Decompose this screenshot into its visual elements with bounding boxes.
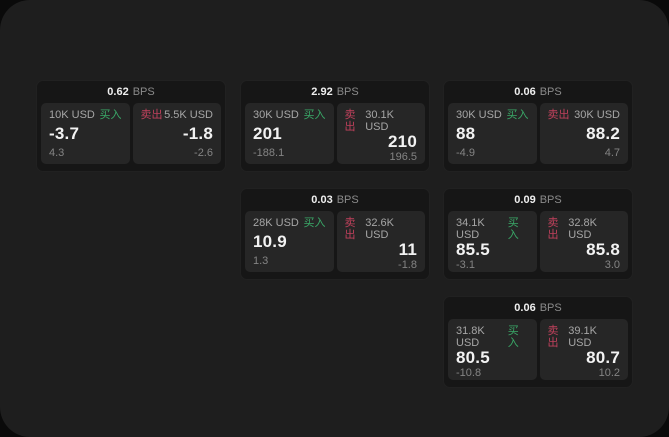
card-body: 30K USD 买入 88 -4.9 卖出 30K USD 88.2 4.7 <box>444 103 632 168</box>
buy-price: 88 <box>456 124 476 143</box>
bps-card: 0.62 BPS 10K USD 买入 -3.7 4.3 卖出 5.5K USD… <box>36 80 226 172</box>
sell-amount: 5.5K USD <box>164 109 213 121</box>
sell-delta: 10.2 <box>598 367 620 379</box>
bps-card: 0.03 BPS 28K USD 买入 10.9 1.3 卖出 32.6K US… <box>240 188 430 280</box>
sell-delta: 4.7 <box>604 147 620 159</box>
sell-amount: 39.1K USD <box>568 325 597 349</box>
bps-value: 0.09 <box>514 194 536 206</box>
buy-delta: 1.3 <box>253 255 269 267</box>
sell-delta: 196.5 <box>389 151 417 163</box>
sell-label: 卖出 <box>344 109 356 133</box>
card-header: 2.92 BPS <box>241 81 429 103</box>
buy-panel[interactable]: 34.1K USD 买入 85.5 -3.1 <box>448 211 537 272</box>
buy-panel[interactable]: 31.8K USD 买入 80.5 -10.8 <box>448 319 537 380</box>
sell-label: 卖出 <box>547 217 559 241</box>
bps-card: 0.06 BPS 31.8K USD 买入 80.5 -10.8 卖出 39.1… <box>443 296 633 388</box>
sell-delta: 3.0 <box>604 259 620 271</box>
bps-unit-label: BPS <box>539 194 562 206</box>
buy-label: 买入 <box>303 217 326 229</box>
buy-panel[interactable]: 28K USD 买入 10.9 1.3 <box>245 211 334 272</box>
buy-delta: -188.1 <box>253 147 285 159</box>
card-header: 0.62 BPS <box>37 81 225 103</box>
buy-amount: 28K USD <box>253 217 299 229</box>
buy-delta: -4.9 <box>456 147 475 159</box>
buy-panel[interactable]: 30K USD 买入 201 -188.1 <box>245 103 334 164</box>
buy-amount: 30K USD <box>253 109 299 121</box>
bps-unit-label: BPS <box>539 302 562 314</box>
buy-panel[interactable]: 30K USD 买入 88 -4.9 <box>448 103 537 164</box>
card-body: 30K USD 买入 201 -188.1 卖出 30.1K USD 210 1… <box>241 103 429 168</box>
sell-panel[interactable]: 卖出 5.5K USD -1.8 -2.6 <box>132 103 221 164</box>
bps-card: 0.09 BPS 34.1K USD 买入 85.5 -3.1 卖出 32.8K… <box>443 188 633 280</box>
buy-label: 买入 <box>303 109 326 121</box>
buy-label: 买入 <box>99 109 122 121</box>
buy-label: 买入 <box>507 325 519 349</box>
card-header: 0.06 BPS <box>444 297 632 319</box>
bps-unit-label: BPS <box>132 86 155 98</box>
card-body: 10K USD 买入 -3.7 4.3 卖出 5.5K USD -1.8 -2.… <box>37 103 225 168</box>
bps-value: 2.92 <box>311 86 333 98</box>
bps-value: 0.62 <box>107 86 129 98</box>
buy-label: 买入 <box>507 217 519 241</box>
card-body: 28K USD 买入 10.9 1.3 卖出 32.6K USD 11 -1.8 <box>241 211 429 276</box>
card-body: 31.8K USD 买入 80.5 -10.8 卖出 39.1K USD 80.… <box>444 319 632 384</box>
buy-price: 80.5 <box>456 348 490 367</box>
buy-price: 201 <box>253 124 282 143</box>
sell-price: 80.7 <box>586 348 620 367</box>
buy-panel[interactable]: 10K USD 买入 -3.7 4.3 <box>41 103 130 164</box>
sell-price: 88.2 <box>586 124 620 143</box>
buy-amount: 34.1K USD <box>456 217 485 241</box>
sell-delta: -1.8 <box>398 259 417 271</box>
bps-unit-label: BPS <box>336 86 359 98</box>
sell-price: 210 <box>388 132 417 151</box>
sell-label: 卖出 <box>140 109 163 121</box>
bps-unit-label: BPS <box>336 194 359 206</box>
buy-delta: -3.1 <box>456 259 475 271</box>
sell-amount: 30K USD <box>574 109 620 121</box>
bps-unit-label: BPS <box>539 86 562 98</box>
card-body: 34.1K USD 买入 85.5 -3.1 卖出 32.8K USD 85.8… <box>444 211 632 276</box>
sell-panel[interactable]: 卖出 30K USD 88.2 4.7 <box>539 103 628 164</box>
sell-price: 11 <box>398 240 417 259</box>
sell-amount: 30.1K USD <box>365 109 394 133</box>
bps-value: 0.03 <box>311 194 333 206</box>
sell-panel[interactable]: 卖出 30.1K USD 210 196.5 <box>336 103 425 164</box>
buy-delta: 4.3 <box>49 147 65 159</box>
buy-amount: 30K USD <box>456 109 502 121</box>
sell-price: -1.8 <box>182 124 213 143</box>
buy-price: 85.5 <box>456 240 490 259</box>
sell-price: 85.8 <box>586 240 620 259</box>
sell-panel[interactable]: 卖出 32.8K USD 85.8 3.0 <box>539 211 628 272</box>
bps-card: 2.92 BPS 30K USD 买入 201 -188.1 卖出 30.1K … <box>240 80 430 172</box>
sell-label: 卖出 <box>344 217 356 241</box>
bps-value: 0.06 <box>514 302 536 314</box>
sell-amount: 32.6K USD <box>365 217 394 241</box>
buy-price: -3.7 <box>49 124 80 143</box>
bps-card: 0.06 BPS 30K USD 买入 88 -4.9 卖出 30K USD 8… <box>443 80 633 172</box>
buy-amount: 10K USD <box>49 109 95 121</box>
bps-value: 0.06 <box>514 86 536 98</box>
card-header: 0.03 BPS <box>241 189 429 211</box>
buy-label: 买入 <box>506 109 529 121</box>
sell-label: 卖出 <box>547 109 570 121</box>
sell-panel[interactable]: 卖出 32.6K USD 11 -1.8 <box>336 211 425 272</box>
sell-amount: 32.8K USD <box>568 217 597 241</box>
sell-delta: -2.6 <box>194 147 213 159</box>
buy-amount: 31.8K USD <box>456 325 485 349</box>
buy-delta: -10.8 <box>456 367 482 379</box>
sell-label: 卖出 <box>547 325 559 349</box>
sell-panel[interactable]: 卖出 39.1K USD 80.7 10.2 <box>539 319 628 380</box>
buy-price: 10.9 <box>253 232 287 251</box>
card-header: 0.09 BPS <box>444 189 632 211</box>
card-header: 0.06 BPS <box>444 81 632 103</box>
